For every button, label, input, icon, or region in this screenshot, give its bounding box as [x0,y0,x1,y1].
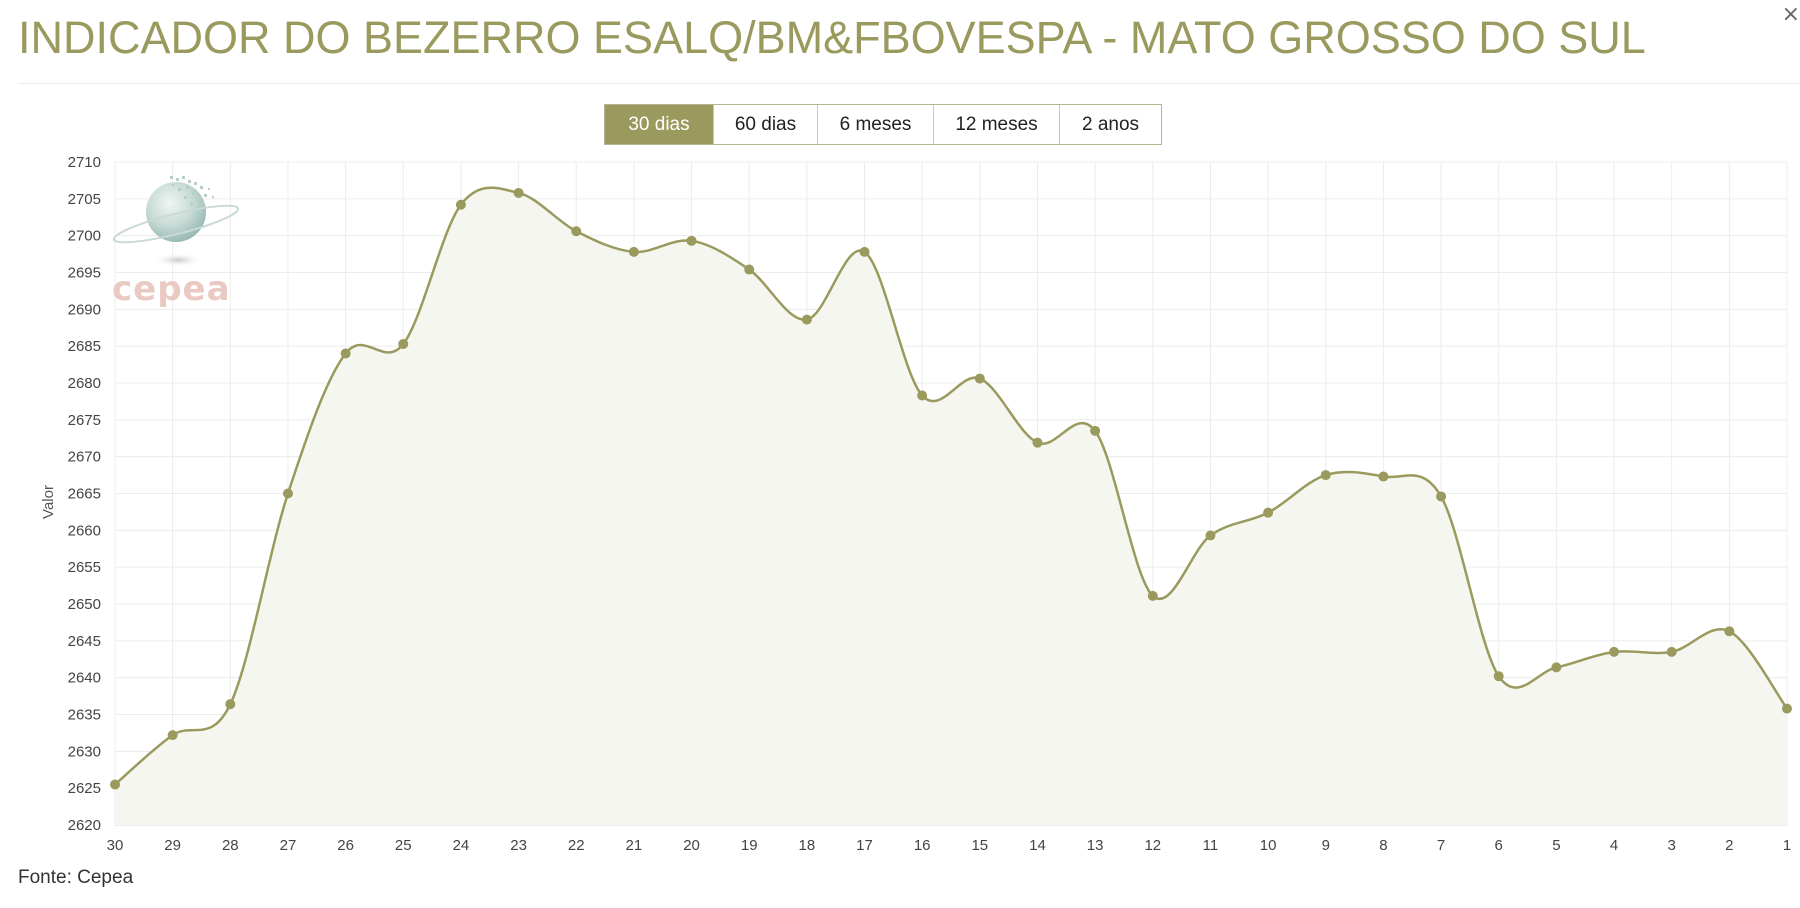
x-tick-label: 17 [856,837,873,854]
y-tick-label: 2655 [68,559,101,576]
x-tick-label: 23 [510,837,527,854]
data-point-day-24[interactable] [455,199,466,210]
data-point-day-16[interactable] [917,390,928,401]
x-tick-label: 18 [799,837,816,854]
data-point-day-19[interactable] [744,264,755,275]
source-note: Fonte: Cepea [18,867,134,888]
y-tick-label: 2625 [68,780,101,797]
data-point-day-20[interactable] [686,235,697,246]
data-point-day-1[interactable] [1782,703,1792,714]
y-tick-label: 2665 [68,486,101,503]
x-tick-label: 1 [1783,837,1791,854]
range-button-60-dias[interactable]: 60 dias [713,105,817,144]
data-point-day-21[interactable] [628,246,639,257]
x-tick-label: 27 [280,837,297,854]
y-tick-label: 2650 [68,596,101,613]
x-tick-label: 25 [395,837,412,854]
x-tick-label: 11 [1203,837,1219,854]
data-point-day-22[interactable] [571,226,582,237]
cepea-watermark: cepea [112,176,240,309]
data-point-day-5[interactable] [1551,662,1562,673]
y-tick-label: 2710 [68,154,101,171]
y-tick-label: 2635 [68,707,101,724]
data-point-day-12[interactable] [1147,590,1158,601]
data-point-day-18[interactable] [801,314,812,325]
range-button-6-meses[interactable]: 6 meses [817,105,933,144]
data-point-day-9[interactable] [1320,470,1331,481]
title-divider [18,83,1800,84]
x-tick-label: 3 [1668,837,1676,854]
data-point-day-6[interactable] [1493,671,1504,682]
x-tick-label: 26 [337,837,354,854]
data-point-day-11[interactable] [1205,530,1216,541]
x-tick-label: 7 [1437,837,1445,854]
data-point-day-23[interactable] [513,187,524,198]
y-tick-label: 2620 [68,817,101,834]
x-tick-label: 12 [1144,837,1161,854]
close-icon[interactable]: × [1781,2,1800,27]
data-point-day-30[interactable] [110,779,120,790]
range-button-12-meses[interactable]: 12 meses [933,105,1059,144]
y-tick-label: 2670 [68,449,101,466]
data-point-day-15[interactable] [974,373,985,384]
x-tick-label: 20 [683,837,700,854]
x-tick-label: 14 [1029,837,1046,854]
y-tick-label: 2675 [68,412,101,429]
x-tick-label: 22 [568,837,585,854]
x-tick-label: 29 [164,837,181,854]
x-tick-label: 21 [626,837,643,854]
x-tick-label: 16 [914,837,931,854]
y-axis-labels: 2620 2625 2630 2635 2640 2645 2650 2655 2660 2665… [68,154,101,834]
y-tick-label: 2640 [68,670,101,687]
y-tick-label: 2695 [68,265,101,282]
range-button-2-anos[interactable]: 2 anos [1059,105,1161,144]
series-points [110,187,1792,790]
globe-logo-icon [112,176,240,267]
data-point-day-17[interactable] [859,246,870,257]
range-button-30-dias[interactable]: 30 dias [605,105,713,144]
x-tick-label: 19 [741,837,758,854]
data-point-day-2[interactable] [1724,626,1735,637]
x-tick-label: 15 [971,837,988,854]
x-tick-label: 6 [1495,837,1503,854]
x-axis-labels: 30 29 28 27 26 25 24 23 22 21 20 19 18 17 16 15 14 13 12 11… [107,837,1792,854]
y-tick-label: 2630 [68,743,101,760]
range-selector: 30 dias 60 dias 6 meses 12 meses 2 anos [604,104,1162,145]
y-tick-label: 2660 [68,522,101,539]
data-point-day-10[interactable] [1263,507,1274,518]
y-tick-label: 2645 [68,633,101,650]
y-tick-label: 2700 [68,228,101,245]
watermark-label: cepea [112,269,231,309]
x-tick-label: 30 [107,837,124,854]
x-tick-label: 13 [1087,837,1104,854]
data-point-day-13[interactable] [1090,425,1101,436]
y-axis-title: Valor [40,485,57,519]
x-tick-label: 4 [1610,837,1618,854]
data-point-day-4[interactable] [1609,646,1620,657]
x-tick-label: 28 [222,837,239,854]
y-tick-label: 2680 [68,375,101,392]
data-point-day-28[interactable] [225,699,236,710]
x-tick-label: 5 [1552,837,1560,854]
y-tick-label: 2685 [68,338,101,355]
series-line [114,186,1789,786]
y-tick-label: 2690 [68,301,101,318]
x-tick-label: 2 [1725,837,1733,854]
data-point-day-27[interactable] [282,488,293,499]
page-title: INDICADOR DO BEZERRO ESALQ/BM&FBOVESPA -… [18,12,1646,63]
data-point-day-25[interactable] [398,338,409,349]
x-tick-label: 10 [1260,837,1277,854]
data-point-day-29[interactable] [167,730,178,741]
data-point-day-26[interactable] [340,348,351,359]
series-area [115,187,1787,825]
y-tick-label: 2705 [68,191,101,208]
data-point-day-14[interactable] [1032,437,1043,448]
data-point-day-3[interactable] [1666,646,1677,657]
x-tick-label: 9 [1322,837,1330,854]
x-tick-label: 8 [1379,837,1387,854]
data-point-day-8[interactable] [1378,471,1389,482]
data-point-day-7[interactable] [1436,491,1447,502]
x-tick-label: 24 [453,837,470,854]
